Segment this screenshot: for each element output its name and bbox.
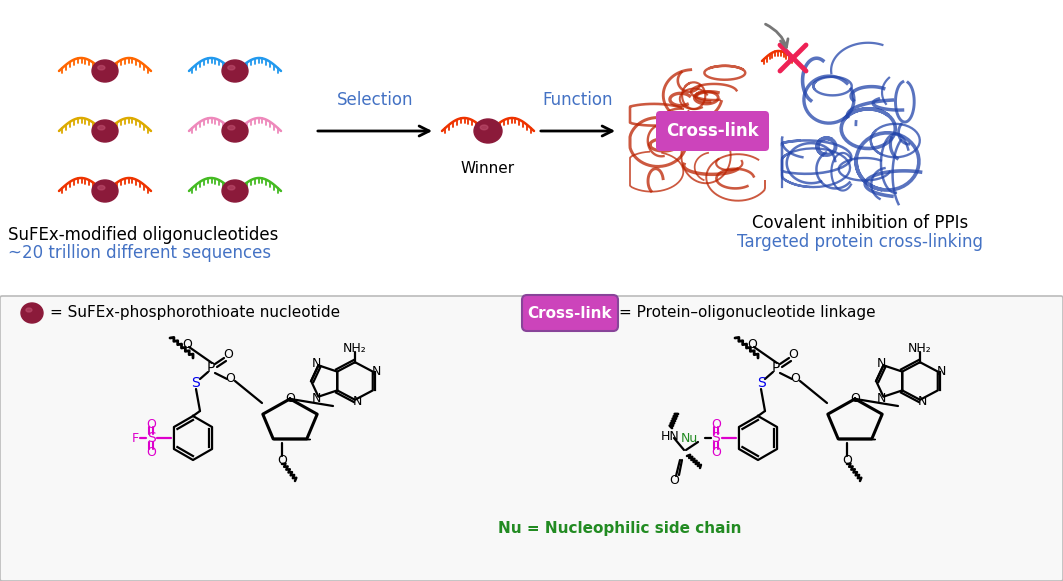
Text: S: S [147, 431, 155, 445]
Text: N: N [917, 395, 927, 408]
Ellipse shape [474, 119, 502, 143]
Ellipse shape [222, 60, 248, 82]
Text: N: N [877, 392, 887, 405]
Text: Nu: Nu [680, 432, 698, 444]
Text: Covalent inhibition of PPIs: Covalent inhibition of PPIs [752, 214, 968, 232]
Text: N: N [372, 365, 382, 378]
Text: N: N [311, 392, 321, 405]
Ellipse shape [222, 120, 248, 142]
Text: Function: Function [543, 91, 613, 109]
Ellipse shape [227, 125, 235, 130]
FancyBboxPatch shape [656, 111, 769, 151]
Ellipse shape [480, 125, 488, 130]
Text: O: O [223, 349, 233, 361]
Text: O: O [146, 418, 156, 431]
FancyBboxPatch shape [0, 296, 1063, 581]
FancyBboxPatch shape [522, 295, 618, 331]
Text: Cross-link: Cross-link [527, 306, 612, 321]
Text: S: S [711, 431, 721, 445]
Ellipse shape [92, 180, 118, 202]
Text: O: O [669, 474, 679, 486]
Text: Nu = Nucleophilic side chain: Nu = Nucleophilic side chain [499, 522, 742, 536]
Text: N: N [311, 357, 321, 370]
Ellipse shape [21, 303, 43, 323]
Ellipse shape [222, 180, 248, 202]
Text: Targeted protein cross-linking: Targeted protein cross-linking [737, 233, 983, 251]
Text: N: N [877, 357, 887, 370]
Text: HN: HN [661, 429, 680, 443]
Text: O: O [225, 372, 235, 386]
Text: O: O [146, 446, 156, 458]
Ellipse shape [227, 66, 235, 70]
Text: O: O [711, 418, 721, 431]
Text: O: O [285, 393, 294, 406]
Text: P: P [772, 361, 780, 375]
Ellipse shape [227, 185, 235, 190]
Text: NH₂: NH₂ [343, 342, 367, 354]
Ellipse shape [26, 308, 32, 312]
Text: O: O [788, 349, 798, 361]
Ellipse shape [92, 60, 118, 82]
Text: O: O [850, 393, 860, 406]
Ellipse shape [92, 120, 118, 142]
Ellipse shape [98, 185, 105, 190]
Text: F: F [132, 432, 138, 444]
Text: O: O [711, 446, 721, 458]
Text: P: P [207, 361, 215, 375]
Text: O: O [277, 454, 287, 468]
Text: Cross-link: Cross-link [665, 122, 758, 140]
Text: O: O [842, 454, 851, 468]
Text: N: N [352, 395, 361, 408]
Text: S: S [757, 376, 765, 390]
Text: S: S [191, 376, 200, 390]
Ellipse shape [98, 66, 105, 70]
Text: O: O [747, 338, 757, 350]
Text: N: N [938, 365, 946, 378]
Ellipse shape [98, 125, 105, 130]
Text: = Protein–oligonucleotide linkage: = Protein–oligonucleotide linkage [619, 306, 876, 321]
Text: ~20 trillion different sequences: ~20 trillion different sequences [9, 244, 271, 262]
Text: SuFEx-modified oligonucleotides: SuFEx-modified oligonucleotides [9, 226, 279, 244]
Text: O: O [182, 338, 192, 350]
Text: = SuFEx-phosphorothioate nucleotide: = SuFEx-phosphorothioate nucleotide [50, 306, 340, 321]
Text: Selection: Selection [337, 91, 414, 109]
Text: Winner: Winner [461, 161, 516, 176]
Text: O: O [790, 372, 800, 386]
Text: NH₂: NH₂ [908, 342, 932, 354]
